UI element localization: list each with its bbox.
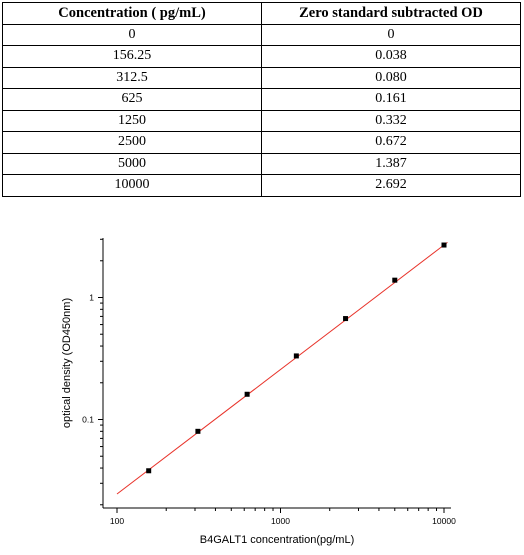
data-point (293, 353, 299, 359)
standard-curve-table: Concentration ( pg/mL) Zero standard sub… (2, 2, 521, 197)
data-point (195, 428, 201, 434)
od-cell: 0.161 (261, 88, 521, 111)
od-cell: 2.692 (261, 174, 521, 197)
y-axis-title: optical density (OD450nm) (61, 298, 73, 428)
y-tick-label: 1 (89, 293, 94, 303)
data-point (343, 316, 349, 322)
table-row: 2500 0.672 (2, 131, 521, 154)
table-row: 10000 2.692 (2, 174, 521, 197)
x-tick-label: 10000 (432, 516, 456, 526)
table-row: 312.5 0.080 (2, 66, 521, 89)
table-row: 156.25 0.038 (2, 45, 521, 68)
y-tick-label: 0.1 (82, 415, 94, 425)
data-point (392, 277, 398, 283)
fit-line (116, 241, 448, 495)
data-point (146, 468, 152, 474)
data-point (441, 242, 447, 248)
concentration-cell: 312.5 (2, 66, 262, 89)
x-tick-label: 1000 (271, 516, 290, 526)
od-cell: 0.038 (261, 45, 521, 68)
concentration-cell: 625 (2, 88, 262, 111)
od-cell: 0.080 (261, 66, 521, 89)
table-row: 625 0.161 (2, 88, 521, 111)
x-tick-label: 100 (110, 516, 124, 526)
x-axis-title: B4GALT1 concentration(pg/mL) (200, 534, 354, 546)
data-point (244, 391, 250, 397)
